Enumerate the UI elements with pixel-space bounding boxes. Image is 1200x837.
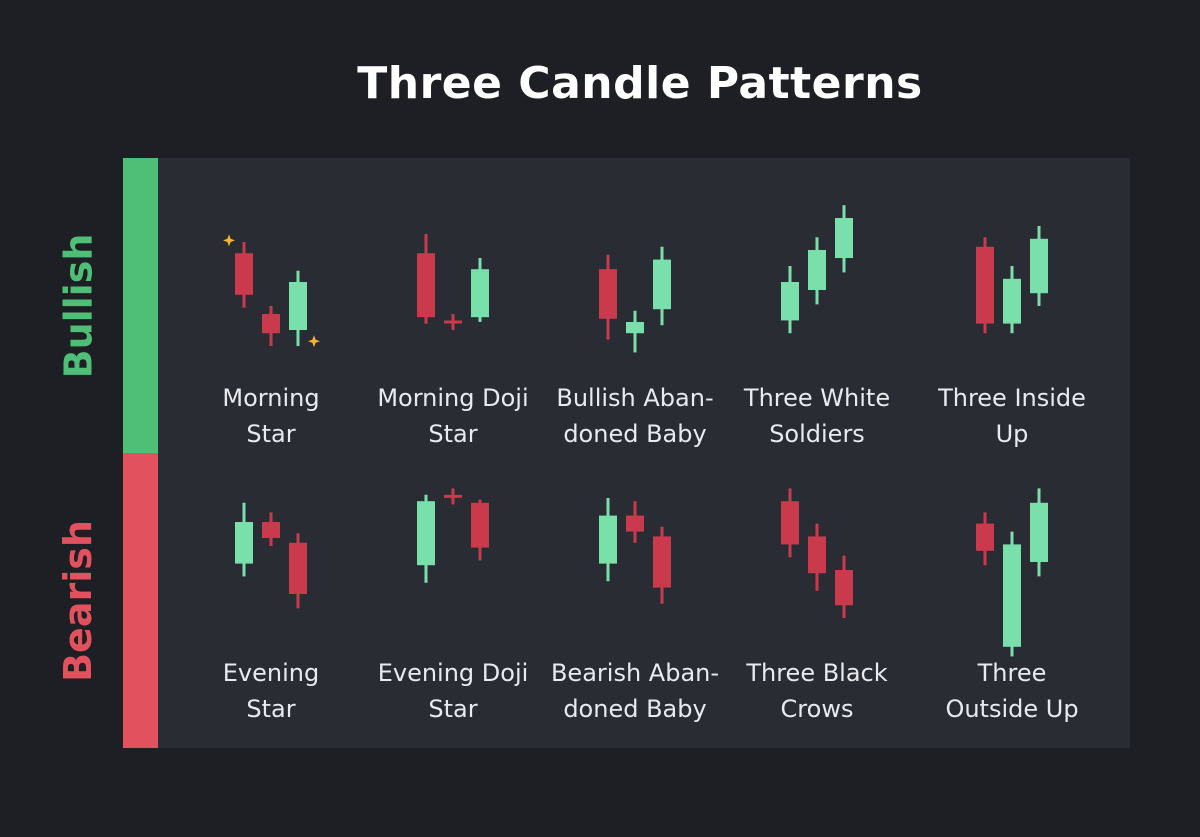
patterns-panel: [158, 158, 1130, 748]
bearish-candle-body: [781, 501, 799, 545]
bullish-candle-body: [808, 250, 826, 290]
pattern-label: Morning Star: [176, 380, 366, 452]
pattern-label: Morning Doji Star: [358, 380, 548, 452]
bullish-candle-body: [1030, 238, 1048, 294]
bullish-candle-body: [289, 282, 307, 330]
bearish-candle-body: [1003, 544, 1021, 647]
bearish-candle-body: [471, 502, 489, 548]
bearish-candle-body: [289, 542, 307, 594]
pattern-label-line: Soldiers: [769, 420, 865, 448]
pattern-label-line: Star: [246, 695, 296, 723]
bullish-candle-body: [781, 282, 799, 321]
bullish-candle-body: [262, 314, 280, 334]
bearish-candle-body: [653, 536, 671, 588]
pattern-label-line: Morning Doji: [377, 384, 529, 412]
pattern-label-line: Three: [977, 659, 1047, 687]
bearish-candle-body: [835, 570, 853, 606]
pattern-label-line: Bullish Aban-: [556, 384, 714, 412]
pattern-label-line: Evening: [222, 659, 320, 687]
pattern-label-line: Morning: [222, 384, 320, 412]
pattern-label-line: Outside Up: [945, 695, 1079, 723]
pattern-label-line: Evening Doji: [377, 659, 529, 687]
bullish-candle-body: [835, 218, 853, 258]
bearish-candle-body: [626, 515, 644, 532]
pattern-label-line: Three Inside: [938, 384, 1086, 412]
pattern-label-line: Star: [246, 420, 296, 448]
pattern-label-line: doned Baby: [563, 695, 707, 723]
pattern-label-line: Three White: [743, 384, 891, 412]
bullish-candle-body: [235, 253, 253, 295]
pattern-label: Three White Soldiers: [722, 380, 912, 452]
pattern-label-line: Bearish Aban-: [550, 659, 720, 687]
bearish-candle-body: [976, 523, 994, 551]
page-title: Three Candle Patterns: [357, 58, 923, 109]
star-icon: [223, 234, 235, 247]
pattern-label: Three Inside Up: [917, 380, 1107, 452]
star-icon: [308, 335, 320, 348]
bullish-candle-body: [471, 269, 489, 318]
bearish-candle-body: [808, 536, 826, 574]
pattern-label: Evening Star: [176, 655, 366, 727]
pattern-label-line: Star: [428, 695, 478, 723]
pattern-label-line: doned Baby: [563, 420, 707, 448]
pattern-label: Bullish Aban-doned Baby: [540, 380, 730, 452]
bearish-candle-body: [417, 501, 435, 566]
pattern-label-line: Crows: [780, 695, 854, 723]
bullish-candle-body: [1003, 278, 1021, 324]
bullish-candle-body: [599, 269, 617, 319]
pattern-label: Three Black Crows: [722, 655, 912, 727]
bullish-candle-body: [626, 322, 644, 334]
pattern-label-line: Star: [428, 420, 478, 448]
pattern-label: Evening Doji Star: [358, 655, 548, 727]
bullish-bar: [123, 158, 158, 453]
bearish-candle-body: [235, 522, 253, 564]
bullish-candle-body: [976, 246, 994, 324]
pattern-label-line: Up: [995, 420, 1029, 448]
pattern-label-line: Three Black: [746, 659, 888, 687]
bullish-candle-body: [653, 259, 671, 310]
bearish-candle-body: [599, 515, 617, 564]
bearish-candle-body: [1030, 502, 1048, 562]
pattern-label: Three Outside Up: [917, 655, 1107, 727]
pattern-label: Bearish Aban-doned Baby: [540, 655, 730, 727]
bearish-candle-body: [262, 522, 280, 538]
bearish-bar: [123, 453, 158, 748]
bullish-candle-body: [417, 253, 435, 318]
